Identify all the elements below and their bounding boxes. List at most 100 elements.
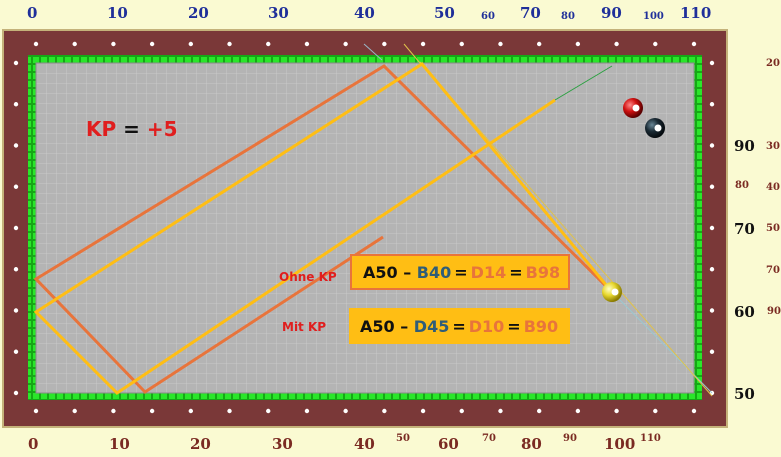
diamond-marker — [536, 41, 542, 47]
formula-b: D45 — [413, 316, 450, 336]
bottom-scale-label: 90 — [563, 433, 577, 444]
right-scale-label: 90 — [767, 306, 781, 317]
diamond-marker — [72, 408, 77, 414]
yellow-ball — [602, 282, 622, 302]
formula-d: D10 — [468, 316, 505, 336]
right-scale-label: 70 — [766, 265, 780, 276]
bottom-scale-label: 0 — [28, 435, 39, 453]
formula-eq: = — [509, 262, 523, 282]
right-scale-label: 90 — [734, 137, 755, 155]
diamond-marker — [498, 41, 503, 47]
bottom-scale-label: 20 — [190, 435, 211, 453]
diamond-marker — [614, 408, 619, 414]
aim-line — [611, 291, 713, 394]
diamond-marker — [227, 41, 232, 47]
diamond-marker — [188, 408, 194, 414]
diamond-marker — [227, 408, 232, 414]
bottom-scale-label: 30 — [272, 435, 293, 453]
right-scale-label: 70 — [734, 220, 755, 238]
top-scale-label: 50 — [434, 4, 455, 22]
ohne-kp-formula: A50 – B40 = D14 = B98 — [350, 254, 570, 290]
diamond-marker — [709, 143, 715, 148]
top-scale-label: 0 — [27, 4, 38, 22]
right-scale-label: 80 — [735, 180, 749, 191]
mit-kp-label: Mit KP — [282, 320, 327, 334]
ohne-kp-label: Ohne KP — [279, 270, 337, 284]
diamond-marker — [13, 267, 19, 272]
bottom-scale-label: 10 — [109, 435, 130, 453]
kp-value: +5 — [146, 117, 178, 141]
right-scale-label: 20 — [766, 58, 780, 69]
diamond-marker — [266, 41, 271, 47]
diamond-marker — [709, 267, 715, 272]
formula-b: B40 — [416, 262, 452, 282]
diamond-marker — [575, 41, 581, 47]
diamond-marker — [691, 41, 697, 47]
diamond-marker — [13, 390, 19, 396]
diamond-marker — [266, 408, 271, 414]
diamond-marker — [13, 60, 19, 66]
top-scale-label: 100 — [643, 11, 664, 22]
kp-prefix: KP — [86, 117, 117, 141]
diamond-marker — [575, 408, 581, 414]
top-scale-label: 40 — [354, 4, 375, 22]
path-mit-kp — [33, 62, 614, 395]
diamond-marker — [709, 60, 715, 66]
diamond-marker — [13, 225, 19, 231]
diamond-marker — [72, 41, 77, 47]
diamond-marker — [13, 184, 19, 189]
path-ohne-kp — [33, 64, 614, 394]
mit-kp-formula: A50 – D45 = D10 = B90 — [349, 308, 570, 344]
formula-a: A50 — [363, 262, 398, 282]
right-scale-label: 40 — [766, 182, 780, 193]
diamond-marker — [420, 408, 426, 414]
red-ball — [623, 98, 643, 118]
diamond-marker — [382, 408, 387, 414]
formula-dash: – — [397, 262, 417, 282]
right-scale-label: 50 — [734, 385, 755, 403]
diamond-marker — [614, 41, 619, 47]
diamond-marker — [111, 41, 116, 47]
black-ball — [645, 118, 665, 138]
right-scale-label: 50 — [766, 223, 780, 234]
diamond-marker — [149, 408, 155, 414]
formula-e: B90 — [523, 316, 559, 336]
top-scale-label: 60 — [481, 11, 495, 22]
formula-dash: – — [394, 316, 414, 336]
bottom-scale-label: 100 — [604, 435, 636, 453]
top-scale-label: 90 — [601, 4, 622, 22]
bottom-scale-label: 50 — [396, 433, 410, 444]
diamond-marker — [33, 41, 39, 47]
diamond-marker — [653, 408, 658, 414]
diamond-marker — [709, 184, 715, 189]
diamond-marker — [304, 41, 310, 47]
formula-d: D14 — [470, 262, 507, 282]
diamond-marker — [498, 408, 503, 414]
top-scale-label: 80 — [561, 11, 575, 22]
diamond-marker — [33, 408, 39, 414]
aim-line — [363, 43, 383, 61]
bottom-scale-label: 80 — [521, 435, 542, 453]
diamond-marker — [459, 41, 464, 47]
diamond-marker — [420, 41, 426, 47]
diamond-marker — [709, 225, 715, 231]
diamond-marker — [709, 102, 715, 107]
bottom-scale-label: 70 — [482, 433, 496, 444]
diamond-marker — [304, 408, 310, 414]
diamond-marker — [343, 41, 348, 47]
diamond-marker — [536, 408, 542, 414]
top-scale-label: 70 — [520, 4, 541, 22]
rail-diamonds — [13, 41, 715, 414]
bottom-scale-label: 110 — [640, 433, 661, 444]
diamond-marker — [691, 408, 697, 414]
aim-line — [554, 65, 613, 101]
formula-a: A50 — [360, 316, 395, 336]
diamond-marker — [709, 349, 715, 354]
formula-eq: = — [452, 316, 466, 336]
top-scale-label: 20 — [188, 4, 209, 22]
diamond-marker — [13, 349, 19, 354]
diamond-marker — [653, 41, 658, 47]
diamond-marker — [13, 308, 19, 313]
formula-e: B98 — [525, 262, 561, 282]
formula-eq: = — [507, 316, 521, 336]
